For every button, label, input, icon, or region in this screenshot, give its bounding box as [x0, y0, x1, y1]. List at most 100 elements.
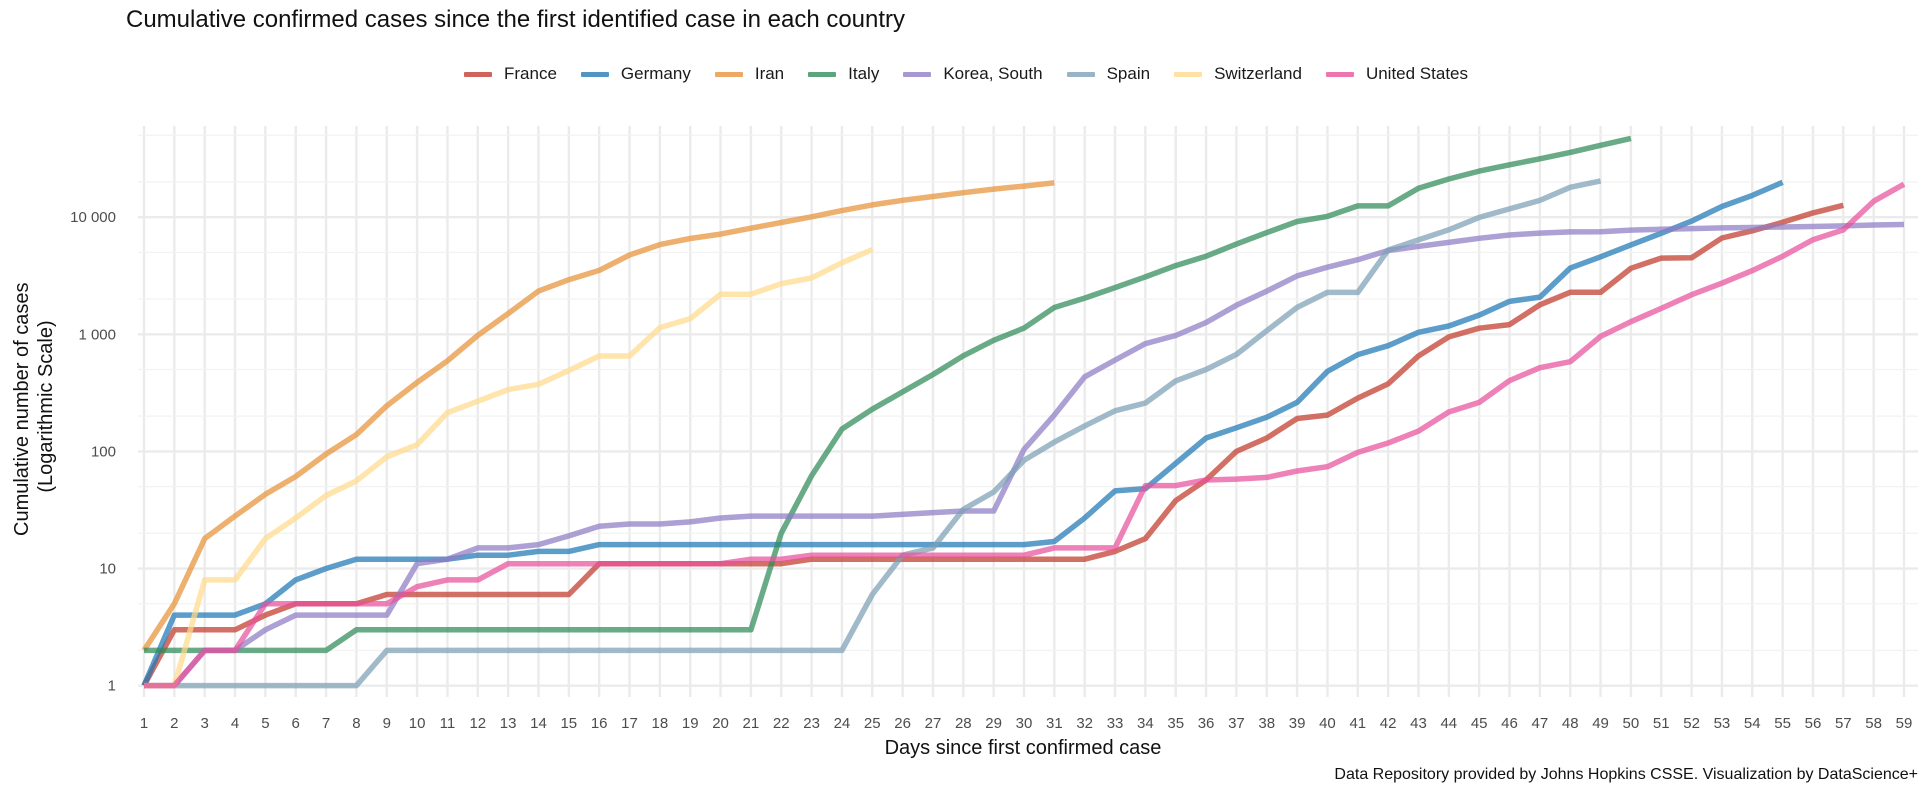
legend-item-korea-south: Korea, South [903, 64, 1043, 84]
x-tick-label: 55 [1774, 715, 1791, 732]
x-tick-label: 50 [1623, 715, 1640, 732]
legend-key-iran [714, 71, 743, 77]
x-tick-label: 7 [322, 715, 330, 732]
x-tick-label: 36 [1198, 715, 1215, 732]
x-tick-label: 16 [591, 715, 608, 732]
x-tick-label: 56 [1805, 715, 1822, 732]
x-tick-label: 37 [1228, 715, 1245, 732]
x-tick-label: 43 [1410, 715, 1427, 732]
x-tick-label: 10 [409, 715, 426, 732]
y-tick-label: 1 [108, 678, 116, 695]
x-tick-label: 47 [1532, 715, 1549, 732]
legend-key-germany [580, 71, 609, 77]
legend-item-spain: Spain [1066, 64, 1151, 84]
x-tick-label: 40 [1319, 715, 1336, 732]
x-tick-label: 5 [261, 715, 269, 732]
x-axis-title: Days since first confirmed case [885, 737, 1162, 759]
x-tick-label: 45 [1471, 715, 1488, 732]
x-tick-label: 8 [352, 715, 360, 732]
x-tick-label: 11 [440, 715, 456, 732]
y-tick-label: 10 000 [70, 209, 116, 226]
x-tick-label: 17 [621, 715, 638, 732]
x-tick-label: 38 [1258, 715, 1275, 732]
x-tick-label: 44 [1440, 715, 1457, 732]
x-tick-label: 9 [383, 715, 391, 732]
series-line-spain [144, 178, 1602, 689]
x-tick-label: 34 [1137, 715, 1154, 732]
legend-label-spain: Spain [1106, 64, 1151, 83]
y-tick-label: 100 [91, 443, 116, 460]
y-axis-title-line-1: Cumulative number of cases [11, 283, 33, 536]
legend-item-switzerland: Switzerland [1174, 64, 1302, 84]
y-axis-ticks: 1 10 100 1 000 10 000 [70, 209, 116, 695]
x-tick-label: 48 [1562, 715, 1579, 732]
x-tick-label: 3 [201, 715, 209, 732]
legend-item-iran: Iran [714, 64, 785, 84]
x-tick-label: 31 [1046, 715, 1063, 732]
x-tick-label: 49 [1592, 715, 1609, 732]
grid [138, 126, 1918, 697]
legend-label-switzerland: Switzerland [1214, 64, 1302, 83]
series-line-germany [141, 179, 1784, 687]
y-axis-title: Cumulative number of cases (Logarithmic … [11, 277, 57, 536]
x-tick-label: 58 [1865, 715, 1882, 732]
x-tick-label: 15 [560, 715, 577, 732]
legend-item-germany: Germany [580, 64, 691, 84]
x-tick-label: 28 [955, 715, 972, 732]
chart-title: Cumulative confirmed cases since the fir… [126, 6, 906, 33]
chart-legend: France Germany Iran Italy Korea, South Spain S… [0, 64, 1932, 84]
legend-label-germany: Germany [620, 64, 691, 83]
x-tick-label: 54 [1744, 715, 1761, 732]
x-tick-label: 4 [231, 715, 239, 732]
legend-label-italy: Italy [848, 64, 880, 83]
x-tick-label: 1 [140, 715, 148, 732]
legend-label-united-states: United States [1365, 64, 1468, 83]
legend-item-italy: Italy [808, 64, 879, 84]
series-line-switzerland [144, 246, 874, 689]
chart-caption: Data Repository provided by Johns Hopkin… [1334, 766, 1918, 783]
x-tick-label: 59 [1896, 715, 1913, 732]
x-tick-label: 18 [652, 715, 669, 732]
x-tick-label: 14 [530, 715, 547, 732]
x-tick-label: 20 [712, 715, 729, 732]
x-axis-ticks: 1 2 3 4 5 6 7 8 9 10 11 12 13 14 15 16 17 18 19 20 21 22 23 24 2… [140, 715, 1913, 732]
x-tick-label: 12 [469, 715, 486, 732]
x-tick-label: 21 [743, 715, 760, 732]
legend-item-france: France [464, 64, 557, 84]
series-line-iran [141, 180, 1055, 652]
series-lines [141, 135, 1906, 689]
x-tick-label: 32 [1076, 715, 1093, 732]
x-tick-label: 19 [682, 715, 699, 732]
y-tick-label: 1 000 [78, 326, 116, 343]
y-axis-title-line-2: (Logarithmic Scale) [35, 320, 57, 492]
legend-key-korea-south [903, 71, 932, 77]
y-tick-label: 10 [99, 561, 116, 578]
legend-key-france [464, 71, 492, 77]
x-tick-label: 13 [500, 715, 517, 732]
series-line-italy [144, 135, 1632, 654]
x-tick-label: 29 [985, 715, 1002, 732]
x-tick-label: 57 [1835, 715, 1852, 732]
series-line-france [141, 202, 1844, 687]
x-tick-label: 22 [773, 715, 790, 732]
x-tick-label: 25 [864, 715, 881, 732]
x-tick-label: 53 [1714, 715, 1731, 732]
x-tick-label: 26 [894, 715, 911, 732]
legend-key-switzerland [1174, 71, 1203, 77]
x-tick-label: 42 [1380, 715, 1397, 732]
x-tick-label: 51 [1653, 715, 1670, 732]
legend-item-united-states: United States [1325, 64, 1468, 84]
legend-label-iran: Iran [754, 64, 785, 83]
series-line-united-states [144, 181, 1906, 689]
x-tick-label: 23 [803, 715, 820, 732]
x-tick-label: 52 [1683, 715, 1700, 732]
x-tick-label: 41 [1349, 715, 1366, 732]
legend-key-united-states [1325, 71, 1354, 77]
x-tick-label: 27 [925, 715, 942, 732]
x-tick-label: 2 [170, 715, 178, 732]
legend-key-spain [1066, 71, 1095, 77]
x-tick-label: 39 [1289, 715, 1306, 732]
legend-key-italy [808, 71, 837, 77]
x-tick-label: 35 [1167, 715, 1184, 732]
